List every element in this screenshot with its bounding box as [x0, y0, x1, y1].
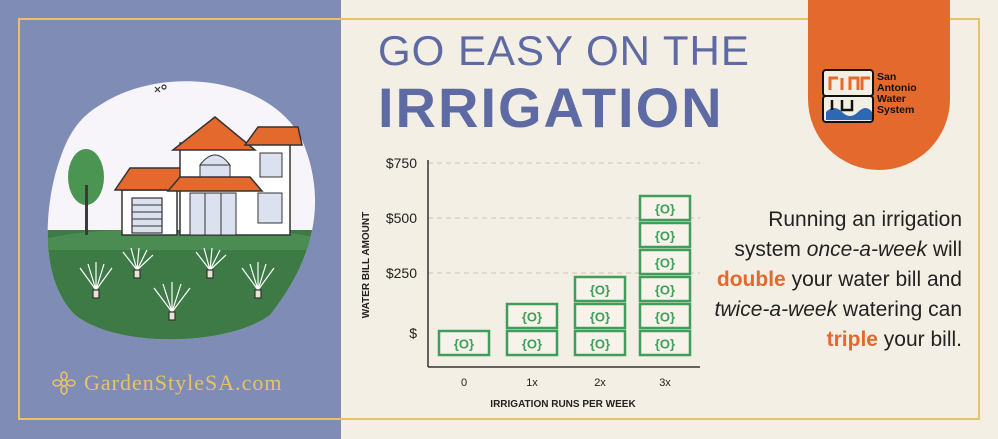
- description-highlight-triple: triple: [826, 328, 878, 351]
- x-tick-label: 3x: [659, 377, 671, 389]
- bill-icon-label: {O}: [655, 202, 675, 217]
- bill-bar-segment: [638, 221, 692, 249]
- saws-logo-icon: [822, 69, 874, 123]
- saws-logo-text: San Antonio Water System: [877, 72, 947, 116]
- y-tick-label: $750: [386, 155, 417, 171]
- y-tick-label: $250: [386, 265, 417, 281]
- bill-icon-label: {O}: [522, 310, 542, 325]
- description-emphasis-2: twice-a-week: [714, 298, 838, 321]
- description-part-4: watering can: [837, 298, 962, 321]
- brand: GardenStyleSA.com: [52, 370, 282, 396]
- bill-icon-label: {O}: [590, 283, 610, 298]
- y-axis-label: WATER BILL AMOUNT: [361, 212, 372, 318]
- description-part-3: your water bill and: [785, 268, 962, 291]
- house-icon: [113, 116, 303, 236]
- bill-icon-label: {O}: [655, 283, 675, 298]
- bill-icon-label: {O}: [655, 256, 675, 271]
- bill-bar-segment: [437, 329, 491, 357]
- description-emphasis-1: once-a-week: [806, 238, 927, 261]
- saws-logo-line-3: Water: [877, 93, 906, 105]
- bill-bar-segment: [638, 194, 692, 222]
- saws-logo-line-2: Antonio: [877, 82, 917, 94]
- bill-icon-label: {O}: [655, 310, 675, 325]
- heading-line-2: IRRIGATION: [378, 76, 724, 139]
- bill-icon-label: {O}: [454, 337, 474, 352]
- description-part-5: your bill.: [877, 328, 962, 351]
- bill-bar-segment: [505, 329, 559, 357]
- x-tick-label: 1x: [526, 377, 538, 389]
- flower-logo-icon: [52, 371, 76, 395]
- water-bill-chart: $ $250 $500 $750 WATER BILL AMOUNT IRRIGATION…: [361, 155, 700, 410]
- bill-icon-label: {O}: [590, 310, 610, 325]
- y-tick-label: $500: [386, 210, 417, 226]
- sprinkler-icons: [79, 247, 275, 321]
- x-tick-label: 0: [461, 377, 467, 389]
- description-part-2: will: [927, 238, 962, 261]
- bill-icon-label: {O}: [655, 229, 675, 244]
- house-lawn-illustration: [47, 81, 315, 340]
- y-tick-label: $: [409, 325, 417, 341]
- sparkle-icons: [154, 84, 167, 93]
- bill-bar-segment: [573, 302, 627, 330]
- bill-icon-label: {O}: [590, 337, 610, 352]
- description-highlight-double: double: [716, 268, 786, 291]
- brand-name: GardenStyleSA.com: [84, 370, 283, 395]
- bill-bar-segment: [573, 275, 627, 303]
- bill-bar-segment: [638, 302, 692, 330]
- saws-logo-line-4: System: [877, 104, 915, 116]
- x-axis-label: IRRIGATION RUNS PER WEEK: [490, 399, 636, 410]
- bill-bar-segment: [573, 329, 627, 357]
- bill-icon-label: {O}: [655, 337, 675, 352]
- bill-bar-segment: [638, 275, 692, 303]
- saws-logo-line-1: San: [877, 71, 897, 83]
- tree-icon: [68, 149, 104, 235]
- heading-line-1: GO EASY ON THE: [378, 27, 750, 74]
- description-part-1: Running an irrigation system: [734, 208, 962, 261]
- bill-bar-segment: [638, 329, 692, 357]
- description-text: Running an irrigation system once-a-week…: [712, 205, 962, 355]
- bill-icon-label: {O}: [522, 337, 542, 352]
- bill-bar-segment: [638, 248, 692, 276]
- x-tick-label: 2x: [594, 377, 606, 389]
- bill-bar-segment: [505, 302, 559, 330]
